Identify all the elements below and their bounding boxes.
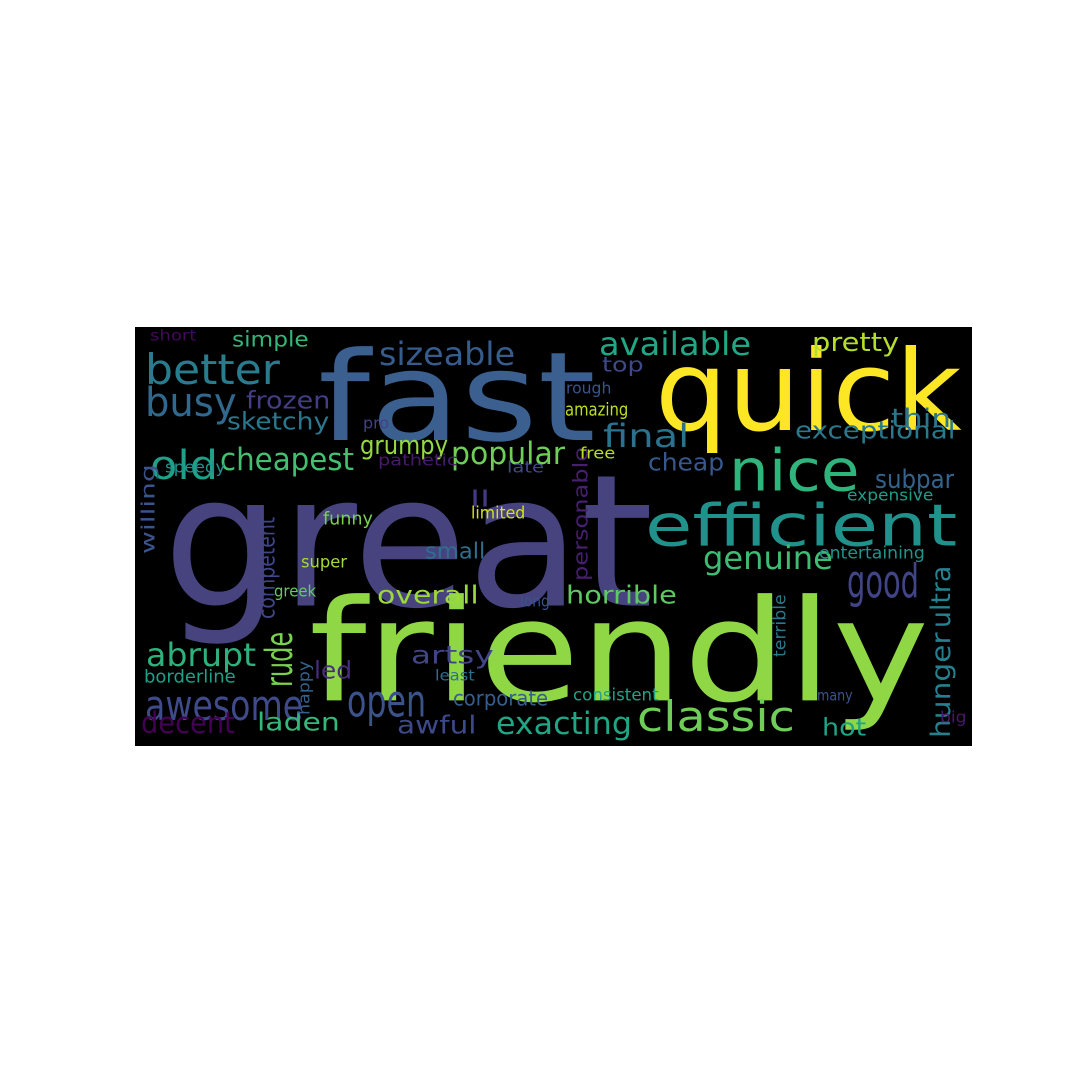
word-small: small	[425, 538, 486, 564]
word-exceptional: exceptional	[795, 416, 956, 445]
word-cheap: cheap	[648, 448, 725, 477]
word-exacting: exacting	[496, 706, 632, 742]
word-abrupt: abrupt	[146, 636, 257, 674]
word-least: least	[435, 667, 475, 685]
word-borderline: borderline	[144, 666, 236, 687]
word-rough: rough	[566, 379, 612, 398]
word-cheapest: cheapest	[220, 442, 355, 478]
word-corporate: corporate	[453, 686, 549, 711]
word-genuine: genuine	[703, 539, 833, 577]
word-artsy: artsy	[411, 640, 494, 670]
word-personable: personable	[570, 446, 593, 581]
word-terrible: terrible	[770, 594, 790, 657]
word-available: available	[599, 327, 752, 363]
word-decent: decent	[141, 706, 235, 741]
word-funny: funny	[323, 508, 373, 529]
word-laden: laden	[257, 707, 340, 737]
word-old: old	[150, 441, 219, 489]
word-hot: hot	[822, 713, 867, 742]
word-simple: simple	[232, 327, 309, 352]
word-willing: willing	[138, 464, 160, 554]
word-happy: happy	[295, 660, 314, 715]
word-pathetic: pathetic	[378, 451, 458, 470]
word-top: top	[602, 354, 644, 377]
word-speedy: speedy	[165, 458, 226, 477]
word-entertaining: entertaining	[819, 543, 925, 563]
word-horrible: horrible	[566, 580, 677, 610]
word-pro: pro	[363, 414, 390, 433]
word-great: great	[163, 435, 654, 649]
word-limited: limited	[471, 503, 526, 523]
word-quick: quick	[655, 327, 962, 457]
word-awful: awful	[397, 710, 477, 740]
word-sizeable: sizeable	[379, 335, 516, 373]
word-led: led	[314, 656, 353, 685]
word-busy: busy	[145, 378, 237, 426]
word-open: open	[347, 675, 427, 728]
word-greek: greek	[274, 582, 317, 601]
word-ll: ll	[470, 486, 491, 512]
word-expensive: expensive	[847, 486, 934, 505]
word-free: free	[580, 444, 616, 463]
word-friendly: friendly	[309, 569, 930, 735]
word-late: late	[507, 458, 544, 477]
word-cloud: great friendly fast quick efficient nice…	[135, 327, 972, 746]
word-efficient: efficient	[645, 491, 958, 560]
word-thin: thin	[891, 403, 951, 434]
word-long: long	[520, 592, 550, 611]
word-frozen: frozen	[246, 386, 331, 415]
word-competent: competent	[253, 516, 281, 619]
word-pretty: pretty	[812, 327, 900, 358]
word-nice: nice	[729, 436, 860, 505]
word-consistent: consistent	[573, 685, 659, 705]
word-subpar: subpar	[875, 464, 955, 495]
word-amazing: amazing	[565, 399, 629, 420]
word-rude: rude	[257, 631, 302, 687]
word-grumpy: grumpy	[360, 430, 448, 461]
word-popular: popular	[451, 436, 566, 472]
word-many: many	[817, 687, 853, 705]
word-overall: overall	[377, 580, 479, 610]
word-fast: fast	[318, 327, 596, 470]
word-super: super	[301, 552, 347, 572]
word-big: big	[940, 708, 967, 727]
word-sketchy: sketchy	[227, 407, 330, 436]
word-classic: classic	[637, 692, 795, 742]
word-final: final	[603, 417, 690, 455]
word-short: short	[150, 327, 197, 345]
word-ultra: ultra	[925, 565, 957, 628]
word-good: good	[847, 555, 919, 609]
word-better: better	[145, 345, 280, 395]
word-awesome: awesome	[145, 681, 304, 731]
